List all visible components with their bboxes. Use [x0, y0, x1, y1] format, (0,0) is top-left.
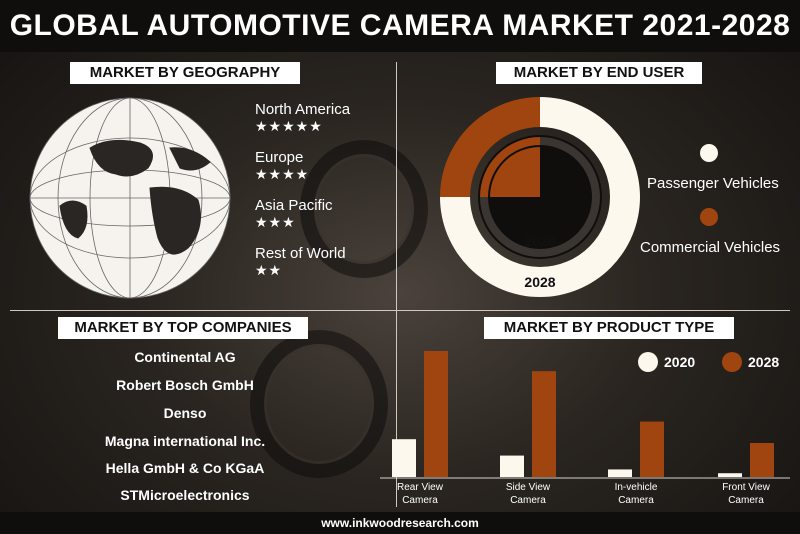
bar-2028-3	[750, 442, 774, 477]
bar-2020-3	[718, 473, 742, 477]
region-item: North America ★★★★★	[255, 101, 350, 135]
legend-commercial-vehicles: Commercial Vehicles	[640, 239, 781, 256]
company-item: Magna international Inc.	[104, 433, 266, 449]
rating-stars: ★★★★	[255, 166, 310, 182]
x-tick-label: Camera	[728, 495, 764, 506]
companies-heading: MARKET BY TOP COMPANIES	[58, 317, 308, 339]
end-user-donut-chart: 2020 2028	[440, 97, 640, 297]
legend-passenger-vehicles: Passenger Vehicles	[647, 175, 779, 192]
region-item: Europe ★★★★	[255, 149, 309, 183]
legend-dot-commercial	[700, 208, 718, 226]
bar-2020-2	[608, 469, 632, 477]
donut-slice-commercial-2028	[440, 97, 540, 197]
company-item: Continental AG	[134, 349, 236, 365]
region-name: Asia Pacific	[255, 197, 333, 214]
x-tick-label: Side View	[506, 482, 551, 493]
company-item: Denso	[163, 405, 207, 421]
company-item: Hella GmbH & Co KGaA	[105, 460, 265, 476]
donut-slice-commercial-2020	[480, 137, 540, 197]
rating-stars: ★★	[255, 262, 283, 278]
legend-label-2028: 2028	[748, 354, 779, 370]
footer-bar: www.inkwoodresearch.com	[0, 512, 800, 534]
horizontal-divider	[10, 310, 790, 311]
legend-label-2020: 2020	[664, 354, 695, 370]
x-tick-label: Camera	[402, 495, 438, 506]
bar-2028-1	[532, 371, 556, 477]
rating-stars: ★★★★★	[255, 118, 323, 134]
footer-url[interactable]: www.inkwoodresearch.com	[321, 516, 479, 530]
region-item: Asia Pacific ★★★	[255, 197, 333, 231]
x-tick-label: Camera	[510, 495, 546, 506]
donut-slice-passenger-2028	[440, 97, 640, 297]
legend-dot-2020	[638, 352, 658, 372]
donut-label-2028: 2028	[524, 274, 555, 290]
bar-2028-0	[424, 351, 448, 477]
x-tick-label: Rear View	[397, 482, 444, 493]
region-name: North America	[255, 101, 351, 118]
title-bar: GLOBAL AUTOMOTIVE CAMERA MARKET 2021-202…	[0, 0, 800, 52]
region-name: Europe	[255, 149, 304, 166]
product-type-bar-chart: 2020 2028 Rear View Camera Side View Camera In…	[380, 351, 790, 506]
end-user-heading: MARKET BY END USER	[496, 62, 702, 84]
page-title: GLOBAL AUTOMOTIVE CAMERA MARKET 2021-202…	[9, 9, 791, 42]
x-tick-label: Front View	[722, 482, 770, 493]
product-heading: MARKET BY PRODUCT TYPE	[484, 317, 734, 339]
geography-heading: MARKET BY GEOGRAPHY	[70, 62, 300, 84]
region-item: Rest of World ★★	[255, 245, 346, 279]
company-item: STMicroelectronics	[120, 487, 250, 503]
x-tick-label: Camera	[618, 495, 654, 506]
bar-2028-2	[640, 421, 664, 477]
vertical-divider	[396, 62, 397, 507]
bar-2020-0	[392, 439, 416, 477]
rating-stars: ★★★	[255, 214, 296, 230]
bar-2020-1	[500, 455, 524, 477]
donut-label-2020: 2020	[524, 233, 555, 249]
legend-dot-2028	[722, 352, 742, 372]
company-item: Robert Bosch GmbH	[116, 377, 254, 393]
globe-icon	[29, 97, 231, 299]
region-name: Rest of World	[255, 245, 346, 262]
x-tick-label: In-vehicle	[615, 482, 658, 493]
legend-dot-passenger	[700, 144, 718, 162]
donut-inner-commercial	[490, 147, 540, 197]
